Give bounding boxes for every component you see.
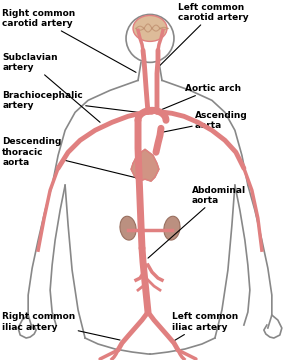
Text: Abdominal
aorta: Abdominal aorta (148, 185, 246, 258)
Polygon shape (131, 149, 159, 181)
Text: Right common
carotid artery: Right common carotid artery (2, 9, 136, 72)
Ellipse shape (164, 216, 180, 240)
Text: Left common
carotid artery: Left common carotid artery (160, 3, 249, 66)
Text: Brachiocephalic
artery: Brachiocephalic artery (2, 91, 138, 112)
Text: Subclavian
artery: Subclavian artery (2, 53, 100, 122)
Text: Left common
iliac artery: Left common iliac artery (172, 312, 238, 342)
Text: Descending
thoracic
aorta: Descending thoracic aorta (2, 138, 138, 178)
Ellipse shape (120, 216, 136, 240)
Text: Right common
iliac artery: Right common iliac artery (2, 312, 120, 340)
Ellipse shape (133, 15, 167, 41)
Text: Aortic arch: Aortic arch (155, 84, 241, 112)
Text: Ascending
aorta: Ascending aorta (162, 111, 248, 132)
